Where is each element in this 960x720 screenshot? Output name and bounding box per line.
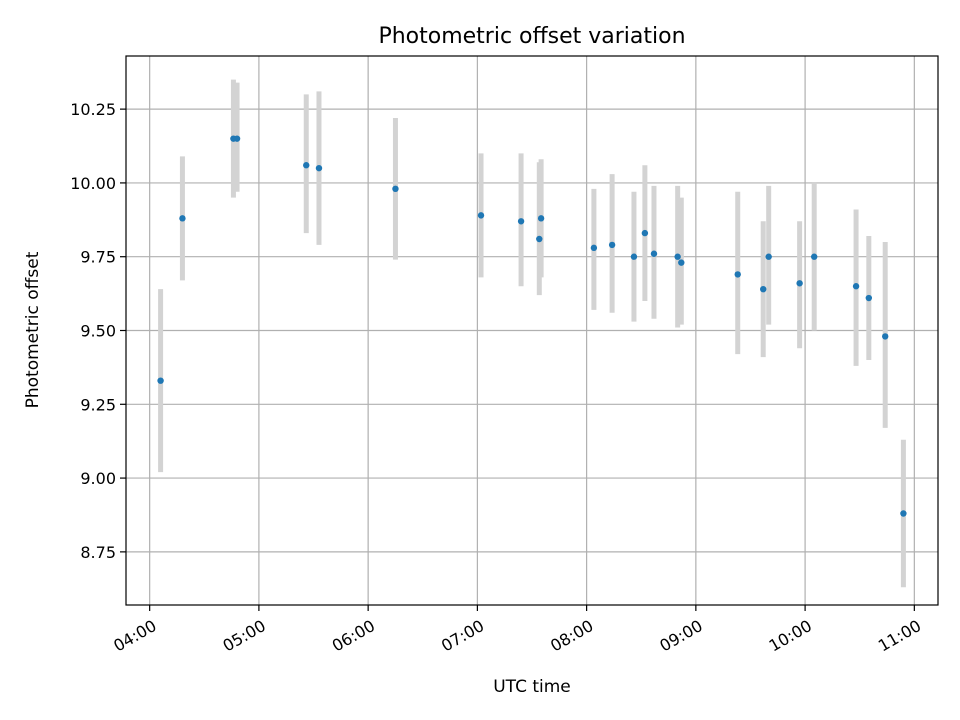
- x-tick-label: 07:00: [438, 616, 487, 656]
- data-point: [179, 215, 186, 222]
- x-tick-label: 11:00: [875, 616, 924, 656]
- y-tick-label: 10.00: [70, 174, 116, 193]
- data-point: [852, 283, 860, 290]
- x-tick-label: 06:00: [329, 616, 378, 656]
- data-point: [674, 253, 681, 260]
- data-point: [796, 280, 803, 287]
- data-point: [536, 235, 543, 243]
- data-point: [765, 253, 772, 260]
- y-tick-label: 9.75: [80, 248, 116, 267]
- x-tick-label: 09:00: [656, 616, 705, 656]
- data-point: [882, 333, 889, 340]
- data-point: [608, 241, 616, 249]
- data-point: [303, 162, 310, 169]
- x-tick-label: 05:00: [219, 616, 268, 656]
- grid-layer: [126, 56, 938, 605]
- data-point: [810, 253, 818, 260]
- data-point: [517, 218, 525, 225]
- data-point: [233, 135, 241, 142]
- y-axis-label: Photometric offset: [23, 251, 43, 408]
- y-tick-label: 9.25: [80, 395, 116, 414]
- data-point: [734, 271, 741, 278]
- y-tick-label: 9.50: [80, 322, 116, 341]
- data-point: [650, 250, 658, 257]
- errorbar-layer: [158, 79, 906, 588]
- data-point: [537, 215, 545, 222]
- data-point: [392, 185, 399, 193]
- data-point: [900, 510, 907, 517]
- x-tick-label: 08:00: [547, 616, 596, 656]
- data-point: [641, 229, 649, 237]
- data-point: [315, 164, 323, 172]
- point-layer: [157, 135, 907, 517]
- chart-title: Photometric offset variation: [378, 24, 685, 49]
- data-point: [590, 244, 598, 252]
- x-axis-label: UTC time: [493, 677, 571, 697]
- data-point: [630, 253, 638, 260]
- y-tick-label: 8.75: [80, 543, 116, 562]
- data-point: [157, 377, 164, 384]
- y-tick-label: 10.25: [70, 100, 116, 119]
- y-tick-label: 9.00: [80, 469, 116, 488]
- data-point: [477, 212, 485, 219]
- data-point: [678, 259, 685, 266]
- x-tick-label: 04:00: [110, 616, 159, 656]
- data-point: [865, 294, 873, 302]
- x-tick-label: 10:00: [766, 616, 815, 656]
- data-point: [760, 285, 767, 293]
